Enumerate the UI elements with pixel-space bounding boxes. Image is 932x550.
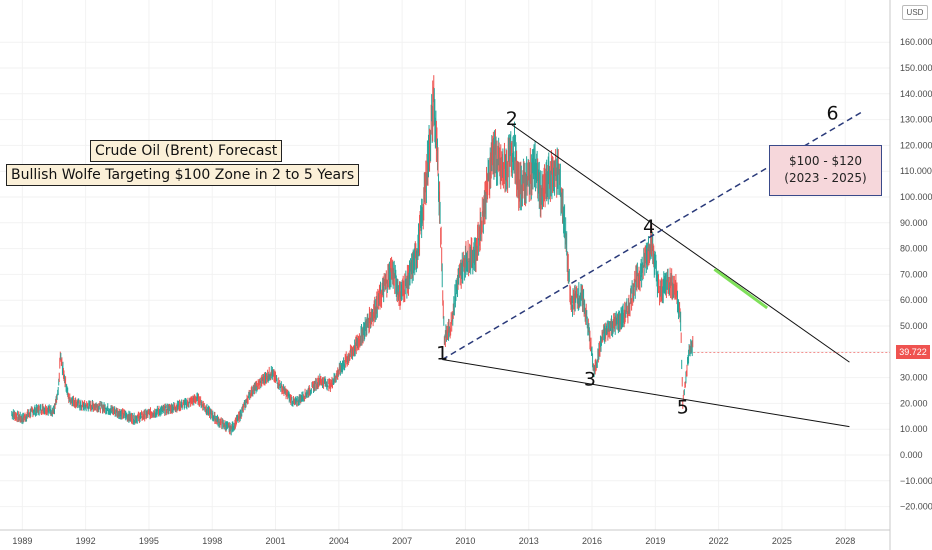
y-tick-label: 0.000: [900, 450, 923, 460]
x-tick-label: 2022: [709, 536, 729, 546]
wave-label-1: 1: [436, 343, 448, 365]
x-tick-label: 1989: [12, 536, 32, 546]
y-tick-label: 20.000: [900, 398, 928, 408]
y-tick-label: 10.000: [900, 424, 928, 434]
wave-label-3: 3: [584, 368, 596, 390]
x-tick-label: 2019: [645, 536, 665, 546]
y-tick-label: 70.000: [900, 269, 928, 279]
y-tick-label: 100.000: [900, 192, 932, 202]
x-tick-label: 2016: [582, 536, 602, 546]
x-tick-label: 2025: [772, 536, 792, 546]
wolfe-lower-line: [442, 359, 850, 428]
x-tick-label: 2001: [266, 536, 286, 546]
y-tick-label: 140.000: [900, 89, 932, 99]
last-price-badge: 39.722: [896, 345, 930, 359]
target-years: (2023 - 2025): [784, 171, 867, 185]
wolfe-upper-line: [511, 124, 850, 363]
y-tick-label: −10.000: [900, 476, 932, 486]
y-tick-label: 80.000: [900, 244, 928, 254]
currency-badge[interactable]: USD: [902, 5, 928, 20]
wave-label-2: 2: [506, 108, 518, 130]
y-tick-label: 60.000: [900, 295, 928, 305]
x-tick-label: 2013: [519, 536, 539, 546]
x-tick-label: 2028: [835, 536, 855, 546]
target-range: $100 - $120: [788, 154, 863, 168]
wave-label-6: 6: [827, 103, 839, 125]
y-tick-label: 160.000: [900, 37, 932, 47]
y-tick-label: 90.000: [900, 218, 928, 228]
x-tick-label: 1992: [76, 536, 96, 546]
x-tick-label: 2004: [329, 536, 349, 546]
target-zone-segment: [713, 268, 769, 310]
wolfe-target-line: [441, 111, 863, 361]
y-tick-label: −20.000: [900, 502, 932, 512]
x-tick-label: 1998: [202, 536, 222, 546]
y-tick-label: 150.000: [900, 63, 932, 73]
x-tick-label: 2007: [392, 536, 412, 546]
wave-label-5: 5: [677, 397, 689, 419]
chart-title: Crude Oil (Brent) Forecast: [90, 140, 283, 162]
y-tick-label: 120.000: [900, 140, 932, 150]
chart-subtitle: Bullish Wolfe Targeting $100 Zone in 2 t…: [6, 164, 360, 186]
target-box: $100 - $120 (2023 - 2025): [769, 145, 882, 196]
x-tick-label: 1995: [139, 536, 159, 546]
wave-label-4: 4: [643, 216, 655, 238]
y-tick-label: 110.000: [900, 166, 932, 176]
y-tick-label: 30.000: [900, 373, 928, 383]
y-tick-label: 50.000: [900, 321, 928, 331]
y-tick-label: 130.000: [900, 115, 932, 125]
x-tick-label: 2010: [455, 536, 475, 546]
